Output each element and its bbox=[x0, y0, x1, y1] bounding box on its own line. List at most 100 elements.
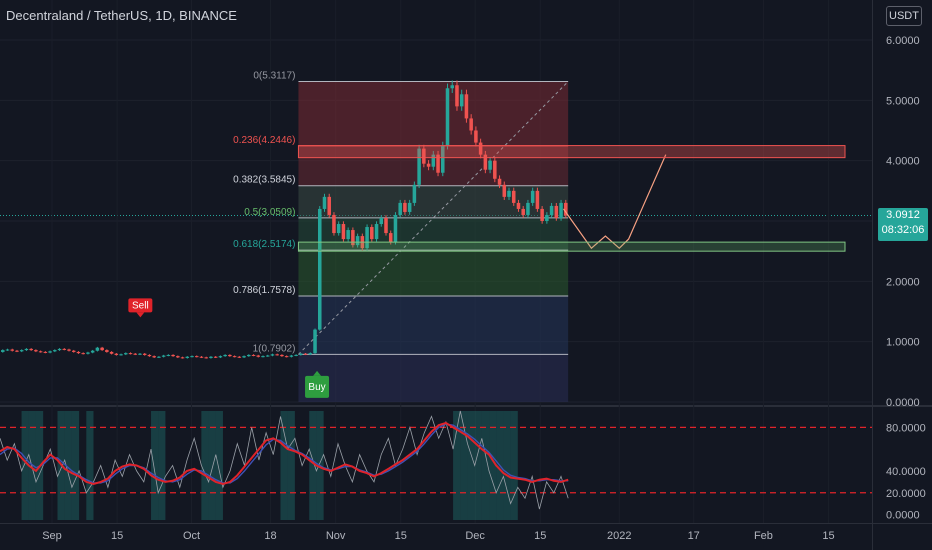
candle-body bbox=[133, 353, 138, 355]
time-tick-label: 17 bbox=[688, 530, 700, 542]
candle-body bbox=[171, 354, 175, 357]
candle-body bbox=[478, 142, 483, 155]
candle-body bbox=[142, 353, 147, 355]
candle-body bbox=[176, 356, 180, 358]
candle-body bbox=[53, 350, 57, 352]
fib-level-label: 0.5(3.0509) bbox=[244, 207, 295, 218]
candle-body bbox=[29, 348, 33, 351]
candle-body bbox=[185, 356, 190, 358]
fib-level-label: 0.236(4.2446) bbox=[233, 135, 295, 146]
candle-body bbox=[57, 348, 62, 351]
candle-body bbox=[322, 196, 327, 209]
candle-body bbox=[247, 354, 251, 357]
pane-separator bbox=[0, 523, 932, 524]
chart-title: Decentraland / TetherUS, 1D, BINANCE bbox=[6, 8, 237, 23]
candle-body bbox=[521, 208, 525, 215]
bar-countdown: 08:32:06 bbox=[881, 224, 925, 236]
candle-body bbox=[119, 354, 123, 356]
candle-body bbox=[71, 350, 76, 352]
candle-body bbox=[43, 351, 48, 353]
oscillator-shade bbox=[151, 411, 159, 520]
candle-body bbox=[223, 354, 227, 357]
oscillator-shade bbox=[201, 411, 209, 520]
price-tick-label: 4.0000 bbox=[886, 156, 920, 168]
oscillator-shade bbox=[510, 411, 518, 520]
candle-body bbox=[284, 356, 289, 358]
oscillator-shade bbox=[481, 411, 490, 520]
candle-body bbox=[445, 88, 450, 146]
fib-level-label: 0.786(1.7578) bbox=[233, 285, 295, 296]
candle-body bbox=[138, 353, 142, 355]
candle-body bbox=[19, 350, 24, 352]
candle-body bbox=[412, 184, 417, 203]
candle-body bbox=[86, 352, 90, 354]
candle-body bbox=[48, 351, 52, 353]
candle-body bbox=[497, 178, 502, 185]
oscillator-shade bbox=[460, 411, 468, 520]
candle-body bbox=[199, 356, 204, 358]
fib-band bbox=[298, 81, 569, 146]
candle-body bbox=[384, 217, 388, 234]
oscillator-pane[interactable]: 80.0000 40.0000 20.0000 0.0000 bbox=[0, 410, 926, 522]
last-price: 3.0912 bbox=[886, 209, 920, 221]
candle-body bbox=[455, 85, 459, 107]
candle-body bbox=[218, 356, 223, 358]
candle-body bbox=[336, 224, 341, 234]
candle-body bbox=[109, 351, 114, 354]
fib-band bbox=[298, 295, 569, 355]
time-tick-label: 18 bbox=[264, 530, 276, 542]
candle-body bbox=[265, 355, 270, 357]
oscillator-shade bbox=[309, 411, 317, 520]
candle-body bbox=[365, 227, 369, 249]
candle-body bbox=[90, 350, 95, 353]
time-tick-label: 15 bbox=[822, 530, 834, 542]
candle-body bbox=[303, 353, 308, 355]
time-tick-label: Nov bbox=[326, 530, 346, 542]
candle-body bbox=[242, 356, 246, 358]
candle-body bbox=[38, 351, 43, 353]
candle-body bbox=[422, 148, 426, 164]
oscillator-tick-label: 80.0000 bbox=[886, 422, 926, 434]
oscillator-shade bbox=[208, 411, 216, 520]
candle-body bbox=[346, 230, 350, 240]
support-resistance-zones[interactable] bbox=[297, 145, 846, 252]
candle-body bbox=[407, 202, 412, 212]
candle-body bbox=[403, 202, 407, 212]
candle-body bbox=[275, 354, 279, 356]
fibonacci-retracement[interactable]: 0(5.3117) 0.236(4.2446) 0.382(3.5845) 0.5(3… bbox=[233, 71, 569, 402]
candlesticks bbox=[1, 80, 568, 359]
oscillator-tick-label: 0.0000 bbox=[886, 510, 920, 522]
time-tick-label: Oct bbox=[183, 530, 200, 542]
oscillator-tick-label: 40.0000 bbox=[886, 466, 926, 478]
candle-body bbox=[280, 354, 284, 357]
currency-button[interactable]: USDT bbox=[886, 6, 922, 26]
candle-body bbox=[299, 353, 303, 355]
candle-body bbox=[114, 353, 119, 355]
candle-body bbox=[147, 354, 152, 357]
candle-body bbox=[526, 202, 530, 215]
time-tick-label: 15 bbox=[534, 530, 546, 542]
candle-body bbox=[204, 357, 208, 359]
candle-body bbox=[5, 349, 10, 351]
candle-body bbox=[294, 354, 298, 356]
projection-path[interactable] bbox=[563, 154, 667, 250]
buy-signal-pointer bbox=[313, 370, 322, 376]
axis-border bbox=[872, 0, 873, 550]
candle-body bbox=[327, 196, 331, 215]
oscillator-shade bbox=[280, 411, 288, 520]
time-axis[interactable]: Sep 15 Oct 18 Nov 15 Dec 15 2022 17 Feb 15 bbox=[42, 530, 834, 542]
candle-body bbox=[436, 154, 440, 173]
candle-body bbox=[190, 356, 194, 358]
candle-body bbox=[431, 154, 436, 167]
candle-body bbox=[213, 356, 218, 358]
time-tick-label: Sep bbox=[42, 530, 62, 542]
candle-body bbox=[76, 351, 81, 354]
oscillator-shade bbox=[64, 411, 72, 520]
candle-body bbox=[511, 190, 516, 203]
candle-body bbox=[450, 85, 455, 89]
candle-body bbox=[270, 354, 275, 356]
oscillator-tick-label: 20.0000 bbox=[886, 488, 926, 500]
oscillator-shade bbox=[489, 411, 497, 520]
fib-band bbox=[298, 250, 569, 296]
